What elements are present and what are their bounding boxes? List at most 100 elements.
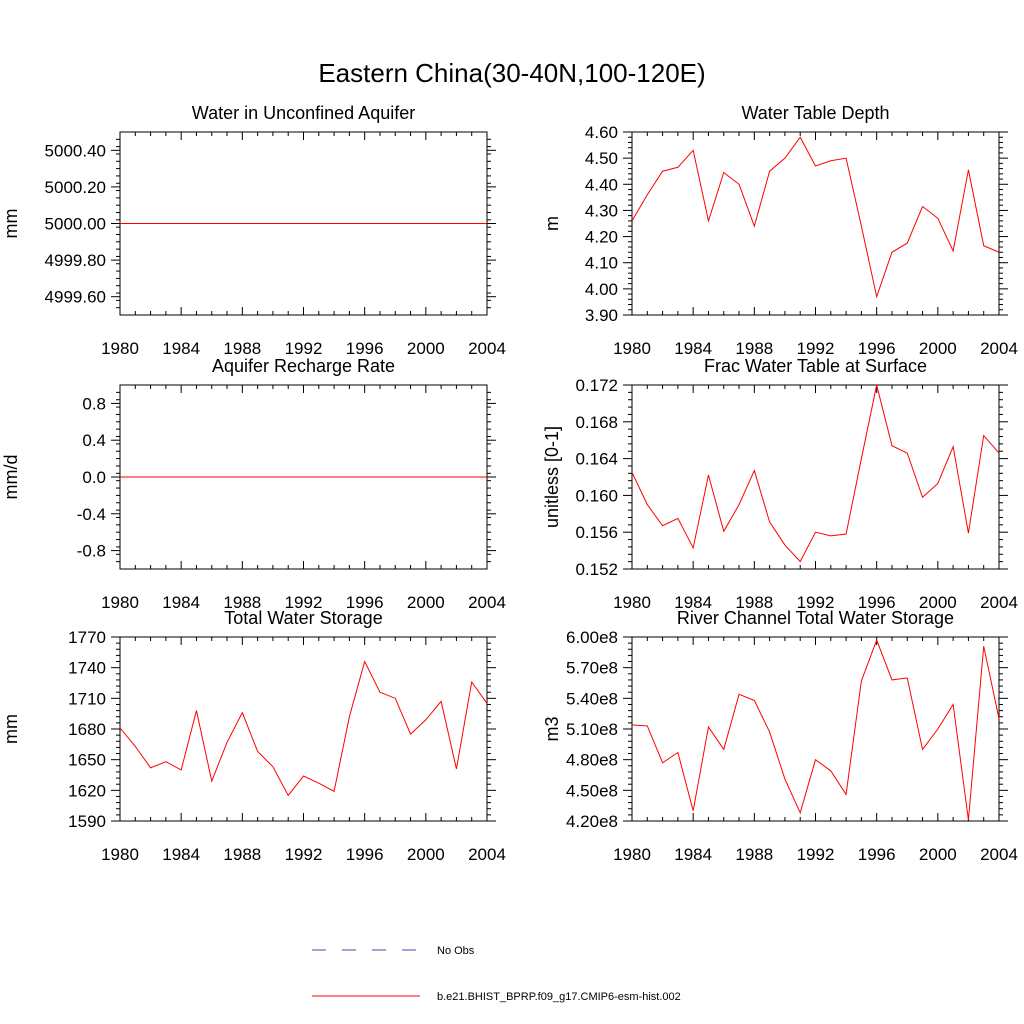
chart5-y-axis-label: mm	[1, 714, 21, 744]
chart1-x-tick-label: 2004	[468, 339, 506, 358]
chart3-y-tick-label: 0.4	[82, 431, 106, 450]
chart2-x-tick-label: 1996	[858, 339, 896, 358]
chart2-y-tick-label: 4.30	[585, 201, 618, 220]
chart3-y-tick-label: 0.8	[82, 394, 106, 413]
chart3-x-tick-label: 1980	[101, 593, 139, 612]
chart2-title: Water Table Depth	[741, 103, 889, 123]
chart5-y-tick-label: 1740	[68, 659, 106, 678]
chart3-x-tick-label: 1992	[285, 593, 323, 612]
chart5-x-tick-label: 2004	[468, 845, 506, 864]
chart2-plot-frame	[631, 131, 1000, 316]
chart4-y-tick-label: 0.172	[575, 376, 618, 395]
chart3-aquifer-recharge-rate: 1980 1984 1988 1992 1996 2000 2004 -0.8 -0.4 0.0 0…	[1, 356, 506, 612]
chart2-series-line	[631, 136, 1000, 299]
chart1-x-tick-label: 1996	[346, 339, 384, 358]
chart1-x-tick-label: 1980	[101, 339, 139, 358]
chart1-y-tick-label: 4999.60	[45, 288, 106, 307]
chart3-y-tick-label: -0.8	[77, 542, 106, 561]
chart6-river-channel-total-water-storage: 1980 1984 1988 1992 1996 2000 2004 4.20e8 4.50e8…	[542, 608, 1018, 864]
chart5-y-tick-label: 1770	[68, 628, 106, 647]
chart5-x-tick-label: 1988	[223, 845, 261, 864]
chart6-x-tick-label: 1992	[797, 845, 835, 864]
chart2-y-tick-label: 4.00	[585, 280, 618, 299]
chart6-y-tick-label: 4.20e8	[566, 812, 618, 831]
chart3-title: Aquifer Recharge Rate	[212, 356, 395, 376]
chart2-x-tick-label: 1980	[613, 339, 651, 358]
chart6-x-tick-label: 2004	[980, 845, 1018, 864]
chart5-title: Total Water Storage	[224, 608, 382, 628]
chart1-y-tick-label: 5000.00	[45, 215, 106, 234]
chart5-y-tick-label: 1680	[68, 720, 106, 739]
chart5-x-tick-label: 1984	[162, 845, 200, 864]
chart4-y-tick-label: 0.168	[575, 413, 618, 432]
chart1-y-tick-label: 4999.80	[45, 251, 106, 270]
chart2-y-tick-label: 4.20	[585, 228, 618, 247]
legend-label-no-obs: No Obs	[437, 945, 475, 957]
chart1-y-tick-label: 5000.40	[45, 141, 106, 160]
chart4-plot-frame	[631, 384, 1000, 570]
chart2-water-table-depth: 1980 1984 1988 1992 1996 2000 2004 3.90 4.00 4.10…	[542, 103, 1018, 358]
chart6-plot-frame	[631, 636, 1000, 822]
chart5-total-water-storage: 1980 1984 1988 1992 1996 2000 2004 1590 1620 1650…	[1, 608, 506, 864]
chart2-y-tick-label: 4.10	[585, 254, 618, 273]
chart2-y-axis-label: m	[542, 216, 562, 231]
chart5-x-tick-label: 2000	[407, 845, 445, 864]
chart3-y-axis-label: mm/d	[1, 455, 21, 500]
figure-title: Eastern China(30-40N,100-120E)	[318, 58, 705, 88]
chart6-y-tick-label: 6.00e8	[566, 628, 618, 647]
chart4-y-tick-label: 0.160	[575, 486, 618, 505]
chart2-y-tick-label: 3.90	[585, 306, 618, 325]
chart6-y-tick-label: 4.80e8	[566, 751, 618, 770]
chart3-x-tick-label: 2004	[468, 593, 506, 612]
chart4-series-line	[631, 384, 1000, 563]
chart5-x-tick-label: 1980	[101, 845, 139, 864]
chart1-y-axis-label: mm	[1, 209, 21, 239]
chart1-x-tick-label: 2000	[407, 339, 445, 358]
chart5-plot-frame	[119, 636, 488, 822]
chart3-x-tick-label: 1988	[223, 593, 261, 612]
chart3-x-tick-label: 1984	[162, 593, 200, 612]
panel-grid: 1980 1984 1988 1992 1996 2000 2004 4999.60 4999.…	[1, 103, 1018, 864]
chart2-x-tick-label: 1984	[674, 339, 712, 358]
chart4-x-tick-label: 2004	[980, 593, 1018, 612]
chart2-x-tick-label: 2004	[980, 339, 1018, 358]
chart1-water-in-unconfined-aquifer: 1980 1984 1988 1992 1996 2000 2004 4999.60 4999.…	[1, 103, 506, 358]
legend-label-model: b.e21.BHIST_BPRP.f09_g17.CMIP6-esm-hist.…	[437, 991, 681, 1003]
chart5-y-tick-label: 1620	[68, 781, 106, 800]
chart1-title: Water in Unconfined Aquifer	[192, 103, 415, 123]
chart6-x-tick-label: 1996	[858, 845, 896, 864]
chart4-y-tick-label: 0.156	[575, 523, 618, 542]
chart5-x-tick-label: 1992	[285, 845, 323, 864]
chart5-y-tick-label: 1650	[68, 751, 106, 770]
chart4-x-tick-label: 1984	[674, 593, 712, 612]
chart5-y-tick-label: 1590	[68, 812, 106, 831]
chart6-series-line	[631, 638, 1000, 821]
chart1-x-tick-label: 1988	[223, 339, 261, 358]
chart4-x-tick-label: 2000	[919, 593, 957, 612]
chart5-series-line	[119, 660, 488, 797]
chart4-x-tick-label: 1992	[797, 593, 835, 612]
chart3-x-tick-label: 1996	[346, 593, 384, 612]
chart6-x-tick-label: 1984	[674, 845, 712, 864]
chart2-y-tick-label: 4.40	[585, 175, 618, 194]
chart4-x-tick-label: 1996	[858, 593, 896, 612]
chart3-y-tick-label: 0.0	[82, 468, 106, 487]
chart6-x-tick-label: 1980	[613, 845, 651, 864]
chart4-title: Frac Water Table at Surface	[704, 356, 927, 376]
chart4-x-tick-label: 1980	[613, 593, 651, 612]
chart6-y-tick-label: 4.50e8	[566, 781, 618, 800]
chart6-y-tick-label: 5.40e8	[566, 689, 618, 708]
chart2-x-tick-label: 1992	[797, 339, 835, 358]
chart2-x-tick-label: 2000	[919, 339, 957, 358]
chart4-frac-water-table-at-surface: 1980 1984 1988 1992 1996 2000 2004 0.152 0.156 0.…	[542, 356, 1018, 612]
chart3-y-tick-label: -0.4	[77, 505, 106, 524]
chart1-x-tick-label: 1984	[162, 339, 200, 358]
chart6-title: River Channel Total Water Storage	[677, 608, 954, 628]
chart6-x-tick-label: 2000	[919, 845, 957, 864]
chart6-y-tick-label: 5.10e8	[566, 720, 618, 739]
chart1-y-tick-label: 5000.20	[45, 178, 106, 197]
chart6-y-axis-label: m3	[542, 716, 562, 741]
chart4-y-axis-label: unitless [0-1]	[542, 426, 562, 528]
chart1-x-tick-label: 1992	[285, 339, 323, 358]
chart2-y-tick-label: 4.50	[585, 149, 618, 168]
